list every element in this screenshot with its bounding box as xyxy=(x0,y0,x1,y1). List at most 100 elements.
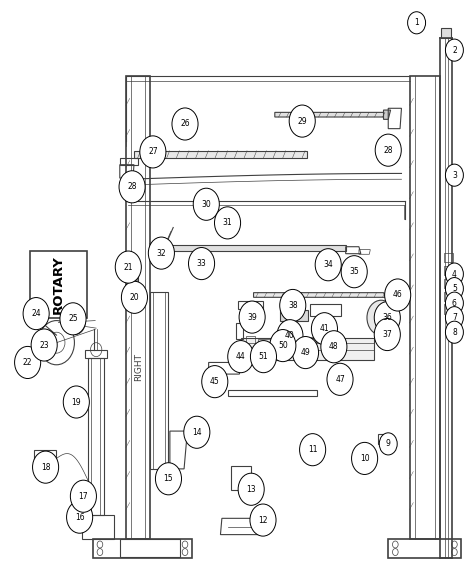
Circle shape xyxy=(172,108,198,140)
Circle shape xyxy=(374,301,401,333)
Polygon shape xyxy=(171,245,346,251)
Circle shape xyxy=(289,105,315,137)
Text: 49: 49 xyxy=(301,348,310,357)
Text: 2: 2 xyxy=(452,45,457,55)
Circle shape xyxy=(341,256,367,288)
Circle shape xyxy=(250,504,276,536)
Text: 39: 39 xyxy=(247,312,257,322)
Text: 29: 29 xyxy=(297,117,307,125)
Polygon shape xyxy=(134,151,307,158)
Text: 31: 31 xyxy=(223,219,232,227)
Text: 25: 25 xyxy=(68,314,78,324)
Text: ROTARY: ROTARY xyxy=(52,255,65,314)
Text: 23: 23 xyxy=(39,340,49,349)
Circle shape xyxy=(155,463,182,495)
Circle shape xyxy=(250,340,276,373)
Text: 22: 22 xyxy=(23,358,32,367)
Text: 9: 9 xyxy=(386,440,391,448)
Text: 12: 12 xyxy=(258,515,268,525)
Polygon shape xyxy=(131,275,138,297)
Text: 28: 28 xyxy=(383,146,393,154)
Circle shape xyxy=(33,451,59,483)
Text: 44: 44 xyxy=(236,352,246,361)
Text: 16: 16 xyxy=(75,512,84,522)
Text: 35: 35 xyxy=(349,267,359,276)
Text: 13: 13 xyxy=(246,484,256,494)
Circle shape xyxy=(446,278,464,300)
Text: 37: 37 xyxy=(383,330,392,339)
Circle shape xyxy=(327,363,353,395)
Circle shape xyxy=(238,473,264,505)
Text: RIGHT: RIGHT xyxy=(134,353,143,381)
Text: 6: 6 xyxy=(452,298,457,308)
Circle shape xyxy=(228,340,254,373)
Polygon shape xyxy=(30,251,87,318)
Text: 18: 18 xyxy=(41,463,50,472)
Circle shape xyxy=(311,312,337,345)
Text: 50: 50 xyxy=(278,341,288,350)
Circle shape xyxy=(446,321,464,343)
Circle shape xyxy=(367,300,395,335)
Circle shape xyxy=(140,136,166,168)
Circle shape xyxy=(70,480,96,512)
Text: 19: 19 xyxy=(72,398,81,406)
Circle shape xyxy=(277,319,303,352)
Circle shape xyxy=(121,281,147,314)
Circle shape xyxy=(202,366,228,398)
Polygon shape xyxy=(241,338,374,360)
Polygon shape xyxy=(383,110,391,120)
Text: 8: 8 xyxy=(452,328,457,337)
Circle shape xyxy=(15,346,41,378)
Text: 1: 1 xyxy=(414,18,419,27)
Text: 46: 46 xyxy=(393,290,402,300)
Text: 24: 24 xyxy=(31,309,41,318)
Text: 41: 41 xyxy=(319,324,329,333)
Circle shape xyxy=(119,171,145,203)
Circle shape xyxy=(215,207,241,239)
Circle shape xyxy=(292,336,319,368)
Circle shape xyxy=(280,289,306,321)
Circle shape xyxy=(384,279,411,311)
Circle shape xyxy=(379,433,397,455)
Circle shape xyxy=(63,386,90,418)
Circle shape xyxy=(300,434,326,466)
Text: 32: 32 xyxy=(156,248,166,258)
Circle shape xyxy=(184,416,210,448)
Circle shape xyxy=(446,307,464,329)
Text: 36: 36 xyxy=(383,313,392,322)
Text: 21: 21 xyxy=(124,262,133,272)
Circle shape xyxy=(408,12,426,34)
Circle shape xyxy=(446,164,464,186)
Polygon shape xyxy=(254,293,386,297)
Polygon shape xyxy=(280,310,308,321)
Circle shape xyxy=(193,188,219,220)
Circle shape xyxy=(374,318,401,350)
Text: 17: 17 xyxy=(79,491,88,501)
Text: 38: 38 xyxy=(288,301,298,310)
Circle shape xyxy=(189,248,215,280)
Circle shape xyxy=(446,263,464,285)
Circle shape xyxy=(66,501,92,533)
Circle shape xyxy=(352,442,378,475)
Circle shape xyxy=(60,303,86,335)
Text: 40: 40 xyxy=(285,331,295,340)
Circle shape xyxy=(270,329,296,361)
Text: 20: 20 xyxy=(129,293,139,302)
Text: 47: 47 xyxy=(335,375,345,384)
Circle shape xyxy=(115,251,141,283)
Text: 48: 48 xyxy=(329,342,339,351)
Text: 33: 33 xyxy=(197,259,207,268)
Text: 3: 3 xyxy=(452,171,457,180)
Polygon shape xyxy=(441,28,451,38)
Text: 30: 30 xyxy=(201,200,211,209)
Text: 28: 28 xyxy=(128,182,137,191)
Circle shape xyxy=(446,39,464,61)
Circle shape xyxy=(315,249,341,281)
Text: 4: 4 xyxy=(452,269,457,279)
Text: 5: 5 xyxy=(452,284,457,293)
Text: 10: 10 xyxy=(360,454,369,463)
Text: 15: 15 xyxy=(164,475,173,483)
Text: 27: 27 xyxy=(148,147,158,156)
Text: 26: 26 xyxy=(180,120,190,128)
Text: 14: 14 xyxy=(192,428,201,437)
